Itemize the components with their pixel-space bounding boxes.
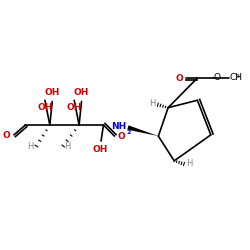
- Text: OH: OH: [37, 103, 52, 112]
- Text: CH: CH: [230, 72, 242, 82]
- Text: H: H: [64, 142, 71, 150]
- Text: O: O: [176, 74, 184, 82]
- Text: O: O: [214, 73, 221, 82]
- Text: OH: OH: [92, 145, 108, 154]
- Text: H: H: [149, 100, 156, 108]
- Text: OH: OH: [66, 103, 82, 112]
- Text: O: O: [2, 131, 10, 140]
- Text: 2: 2: [127, 130, 131, 135]
- Text: H: H: [27, 142, 34, 150]
- Text: O: O: [118, 132, 125, 141]
- Polygon shape: [127, 125, 158, 136]
- Text: 3: 3: [236, 74, 240, 79]
- Text: H: H: [186, 158, 193, 168]
- Text: OH: OH: [44, 88, 60, 97]
- Text: OH: OH: [74, 88, 89, 97]
- Text: NH: NH: [111, 122, 126, 132]
